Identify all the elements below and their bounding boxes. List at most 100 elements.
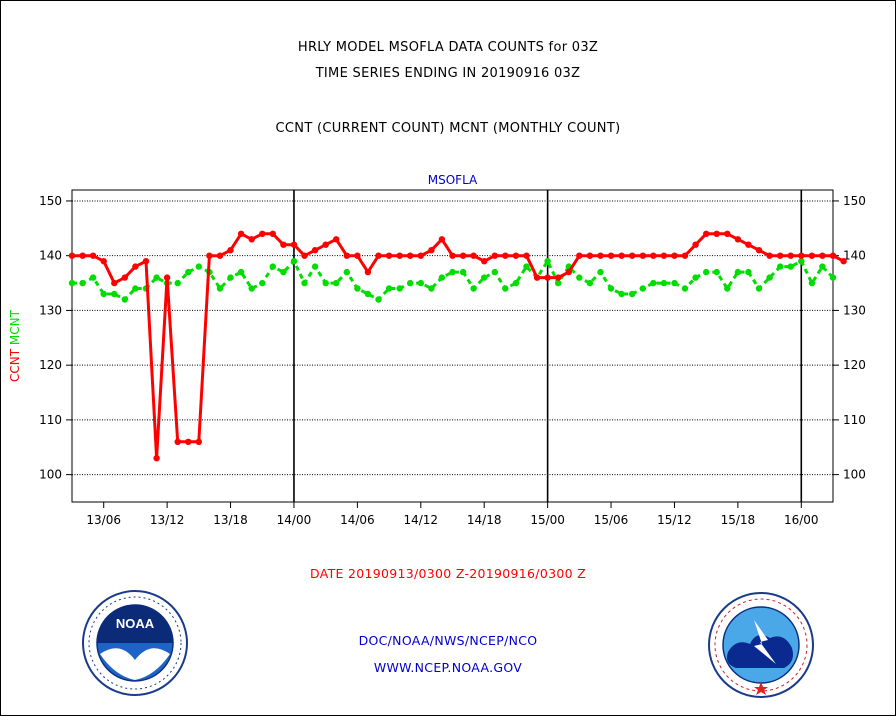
x-tick-label: 14/06 xyxy=(340,513,375,527)
data-point-mcnt xyxy=(713,268,720,276)
data-point-ccnt xyxy=(354,252,361,259)
data-point-ccnt xyxy=(618,252,625,259)
data-point-ccnt xyxy=(808,252,816,259)
data-point-mcnt xyxy=(481,274,488,281)
data-point-mcnt xyxy=(777,263,784,270)
x-tick-label: 13/18 xyxy=(213,513,248,527)
chart-title-line1: HRLY MODEL MSOFLA DATA COUNTS for 03Z xyxy=(297,40,599,55)
data-point-ccnt xyxy=(734,236,742,243)
website-link[interactable]: WWW.NCEP.NOAA.GOV xyxy=(373,660,523,675)
time-series-chart: 100 100 110 110 120 120 130 130 140 140 150 150 13/0… xyxy=(8,173,866,527)
x-tick-label: 14/12 xyxy=(403,513,438,527)
x-tick-label: 15/18 xyxy=(721,513,756,527)
y-tick-label: 130 xyxy=(39,303,62,317)
data-point-ccnt xyxy=(195,438,202,445)
data-point-mcnt xyxy=(650,279,657,287)
data-point-mcnt xyxy=(195,263,202,270)
data-point-ccnt xyxy=(111,279,118,287)
data-point-ccnt xyxy=(100,258,107,265)
y-tick-label: 100 xyxy=(39,468,62,482)
data-point-ccnt xyxy=(174,438,181,445)
plot-area xyxy=(71,189,834,503)
data-point-mcnt xyxy=(111,290,118,298)
y-axis-label-part: MCNT xyxy=(8,309,22,349)
y-axis-label-part: CCNT xyxy=(8,348,22,382)
data-point-mcnt xyxy=(787,263,794,270)
data-point-ccnt xyxy=(459,252,467,259)
data-point-ccnt xyxy=(512,252,520,259)
data-point-mcnt xyxy=(428,285,435,292)
y-tick-label-right: 100 xyxy=(843,468,866,482)
data-point-mcnt xyxy=(354,285,361,292)
data-point-ccnt xyxy=(68,252,76,259)
data-point-ccnt xyxy=(375,252,382,259)
data-point-ccnt xyxy=(79,252,86,259)
y-tick-label-right: 150 xyxy=(843,194,866,208)
data-point-ccnt xyxy=(639,252,646,259)
data-point-mcnt xyxy=(734,268,742,276)
y-axis-label: CCNT MCNT xyxy=(8,309,22,382)
data-point-ccnt xyxy=(671,252,678,259)
data-point-ccnt xyxy=(290,241,298,248)
series-line-ccnt xyxy=(72,232,845,460)
data-point-ccnt xyxy=(650,252,657,259)
data-point-mcnt xyxy=(79,279,86,287)
noaa-logo-text: NOAA xyxy=(116,616,155,631)
data-point-ccnt xyxy=(322,241,329,248)
x-tick-label: 13/06 xyxy=(86,513,121,527)
data-point-mcnt xyxy=(491,268,498,276)
data-point-ccnt xyxy=(121,274,128,281)
data-point-ccnt xyxy=(185,438,192,445)
data-point-mcnt xyxy=(343,268,350,276)
data-point-ccnt xyxy=(407,252,414,259)
data-point-ccnt xyxy=(555,274,562,281)
data-point-mcnt xyxy=(248,285,255,292)
data-point-ccnt xyxy=(280,241,287,248)
data-point-mcnt xyxy=(523,263,530,270)
data-point-mcnt xyxy=(375,296,382,303)
data-point-ccnt xyxy=(248,236,255,243)
data-point-ccnt xyxy=(692,241,699,248)
y-tick-label-right: 140 xyxy=(843,249,866,263)
data-point-mcnt xyxy=(121,296,128,303)
data-point-ccnt xyxy=(163,274,171,281)
data-point-mcnt xyxy=(417,279,424,287)
data-point-mcnt xyxy=(68,279,76,287)
data-point-mcnt xyxy=(808,279,816,287)
data-point-ccnt xyxy=(576,252,583,259)
data-point-ccnt xyxy=(449,252,456,259)
data-point-mcnt xyxy=(438,274,446,281)
data-point-mcnt xyxy=(132,285,139,292)
data-point-mcnt xyxy=(597,268,604,276)
data-point-mcnt xyxy=(745,268,752,276)
data-point-mcnt xyxy=(724,285,731,292)
data-point-mcnt xyxy=(216,285,224,292)
data-point-mcnt xyxy=(586,279,594,287)
data-point-mcnt xyxy=(629,290,636,298)
data-point-ccnt xyxy=(364,268,372,276)
data-point-mcnt xyxy=(269,263,276,270)
data-point-mcnt xyxy=(703,268,710,276)
data-point-ccnt xyxy=(544,274,551,281)
data-point-mcnt xyxy=(311,263,319,270)
data-point-ccnt xyxy=(438,236,446,243)
x-tick-label: 13/12 xyxy=(150,513,185,527)
org-label[interactable]: DOC/NOAA/NWS/NCEP/NCO xyxy=(358,633,538,648)
x-tick-label: 14/18 xyxy=(467,513,502,527)
data-point-mcnt xyxy=(396,285,403,292)
data-point-mcnt xyxy=(407,279,414,287)
data-point-ccnt xyxy=(481,258,488,265)
data-point-mcnt xyxy=(100,290,107,298)
data-point-mcnt xyxy=(301,279,308,287)
data-point-mcnt xyxy=(755,285,763,292)
data-point-ccnt xyxy=(301,252,308,259)
data-point-ccnt xyxy=(533,274,541,281)
data-point-ccnt xyxy=(396,252,403,259)
data-point-mcnt xyxy=(502,285,509,292)
date-range-label: DATE 20190913/0300 Z-20190916/0300 Z xyxy=(310,566,586,581)
data-point-ccnt xyxy=(491,252,498,259)
data-point-ccnt xyxy=(607,252,615,259)
data-point-ccnt xyxy=(385,252,393,259)
data-point-ccnt xyxy=(89,252,97,259)
data-point-ccnt xyxy=(153,455,160,462)
